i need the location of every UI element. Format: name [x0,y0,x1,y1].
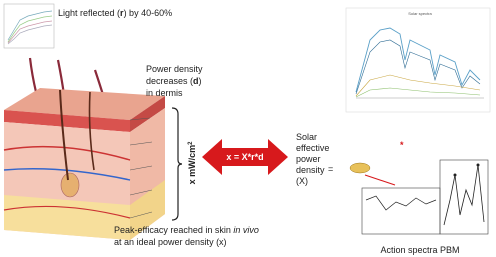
text-part: in vivo [233,225,259,235]
solar-text: Solar effective power density (X) [296,132,332,186]
text-part: density [296,165,325,175]
action-caption: Action spectra PBM [380,245,459,255]
text-part: (X) [296,176,308,186]
reflectance-inset [4,4,54,48]
text-line: Peak-efficacy reached in skin in vivo [114,225,259,235]
figure: x mW/cm2 x = X*r*d Light reflected (r) b… [0,0,496,257]
text-part: Peak-efficacy reached in skin [114,225,233,235]
text-part: Power density [146,64,203,74]
text-part: power [296,154,321,164]
text-part: in dermis [146,88,183,98]
equals-sign: = [328,164,333,174]
text-part: 2 [188,141,194,145]
reflection-text: Light reflected (r) by 40-60% [58,8,172,18]
text-part: Light reflected ( [58,8,120,18]
solar-spectra-inset: Solar spectra [346,8,490,112]
text-part: effective [296,143,329,153]
asterisk: * [400,140,404,150]
action-spectra-inset [346,150,490,240]
text-part: x mW/cm [187,145,197,185]
power-density-text: Power density decreases (d) in dermis [146,64,205,98]
text-part: ) [199,76,202,86]
formula: x = X*r*d [226,152,263,162]
text-line: decreases (d) [146,76,202,86]
skin-block [4,88,165,240]
text-part: at an ideal power density (x) [114,237,227,247]
text-part: Solar [296,132,317,142]
peak-text: Peak-efficacy reached in skin in vivo at… [114,225,261,247]
unit-label: x mW/cm2 [187,141,197,185]
text-part: ) by 40-60% [124,8,173,18]
text-part: decreases ( [146,76,193,86]
bracket [172,108,182,220]
solar-chart-title: Solar spectra [408,11,432,16]
